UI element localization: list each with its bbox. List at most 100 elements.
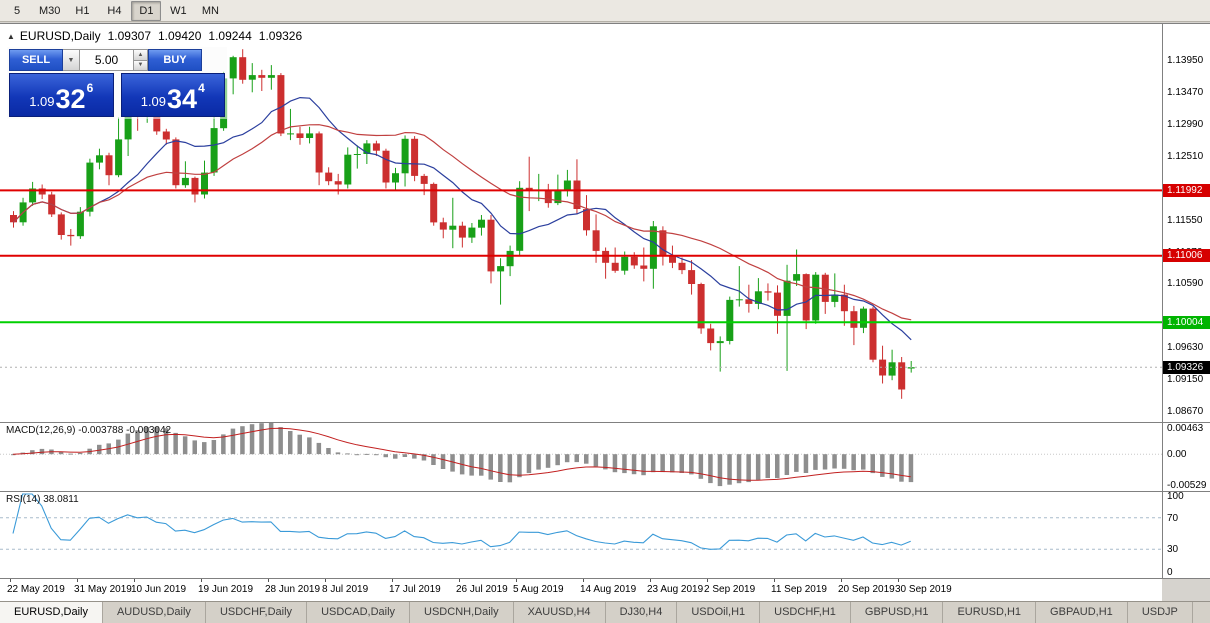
time-axis-label: 11 Sep 2019: [771, 584, 827, 595]
price-axis-label: 1.13950: [1167, 55, 1204, 67]
time-axis-label: 2 Sep 2019: [704, 584, 756, 595]
time-axis-tick: [898, 579, 899, 582]
volume-input[interactable]: [80, 49, 134, 71]
macd-chart[interactable]: [0, 422, 1162, 491]
chart-tab-gbpaud-h1[interactable]: GBPAUD,H1: [1036, 602, 1128, 623]
time-axis-tick: [201, 579, 202, 582]
ask-price-big: 34: [167, 84, 198, 114]
chart-title: ▲ EURUSD,Daily 1.09307 1.09420 1.09244 1…: [7, 29, 302, 43]
chart-tab-eurusd-h1[interactable]: EURUSD,H1: [943, 602, 1037, 623]
price-axis-label: 1.13470: [1167, 87, 1204, 99]
macd-axis-label: -0.00529: [1167, 480, 1207, 491]
buy-button[interactable]: BUY: [148, 49, 202, 71]
ask-price-sup: 4: [198, 81, 205, 95]
timeframe-button-h4[interactable]: H4: [107, 4, 122, 17]
bid-price-base: 1.09: [29, 94, 55, 109]
separator: [0, 23, 1210, 24]
chart-tabs-bar: EURUSD,Daily AUDUSD,Daily USDCHF,Daily USDC…: [0, 601, 1210, 623]
price-chart-panel[interactable]: ▲ EURUSD,Daily 1.09307 1.09420 1.09244 1…: [0, 24, 1162, 422]
chart-tab-usdcnh-daily[interactable]: USDCNH,Daily: [410, 602, 514, 623]
time-axis-tick: [774, 579, 775, 582]
timeframe-button-w1[interactable]: W1: [170, 4, 187, 17]
chart-tab-dj30-h4[interactable]: DJ30,H4: [606, 602, 678, 623]
sell-price-button[interactable]: 1.09 32 6: [9, 73, 114, 117]
timeframe-button-h1[interactable]: H1: [75, 4, 90, 17]
price-level-label: 1.11992: [1163, 183, 1210, 197]
chart-high-value: 1.09420: [158, 29, 202, 43]
chart-tab-xauusd-h4[interactable]: XAUUSD,H4: [514, 602, 606, 623]
time-axis-label: 20 Sep 2019: [838, 584, 895, 595]
time-axis-label: 5 Aug 2019: [513, 584, 564, 595]
time-axis-tick: [459, 579, 460, 582]
chart-tab-usdcad-daily[interactable]: USDCAD,Daily: [307, 602, 411, 623]
rsi-axis-label: 100: [1167, 491, 1184, 502]
price-axis[interactable]: 1.13950 1.13470 1.12990 1.12510 1.11550 1.110…: [1162, 24, 1210, 578]
time-axis-label: 14 Aug 2019: [580, 584, 637, 595]
timeframe-button-mn[interactable]: MN: [201, 4, 219, 17]
chart-tab-usdoil-h1[interactable]: USDOil,H1: [677, 602, 761, 623]
one-click-toggle-icon[interactable]: ▲: [7, 31, 15, 41]
chart-tab-eurusd-daily[interactable]: EURUSD,Daily: [0, 602, 103, 623]
ma-slow-line: [13, 124, 912, 321]
price-axis-label: 1.12510: [1167, 151, 1204, 162]
separator: [0, 578, 1210, 579]
time-axis-tick: [77, 579, 78, 582]
time-axis-tick: [583, 579, 584, 582]
time-axis-label: 10 Jun 2019: [131, 584, 187, 595]
chart-tab-gbpusd-h1[interactable]: GBPUSD,H1: [851, 602, 944, 623]
separator: [0, 422, 1210, 423]
macd-label: MACD(12,26,9) -0.003788 -0.003042: [6, 425, 172, 436]
bid-price-sup: 6: [86, 81, 94, 95]
timeframe-button-5[interactable]: 5: [13, 4, 21, 17]
price-axis-label: 1.12990: [1167, 119, 1204, 131]
sell-button[interactable]: SELL: [9, 49, 63, 71]
time-axis-tick: [516, 579, 517, 582]
chart-tab-usdjp[interactable]: USDJP: [1128, 602, 1193, 623]
time-axis-label: 30 Sep 2019: [895, 584, 952, 595]
macd-signal-line: [12, 427, 911, 481]
time-axis-label: 8 Jul 2019: [322, 584, 369, 595]
price-axis-label: 1.10590: [1167, 278, 1204, 290]
chart-tab-usdchf-daily[interactable]: USDCHF,Daily: [206, 602, 308, 623]
buy-price-button[interactable]: 1.09 34 4: [120, 73, 225, 117]
time-axis-label: 22 May 2019: [7, 584, 65, 595]
macd-axis-label: 0.00: [1167, 449, 1187, 461]
price-level-label: 1.10004: [1163, 315, 1210, 329]
rsi-chart[interactable]: [0, 491, 1162, 578]
price-level-label: 1.11006: [1163, 249, 1210, 263]
chart-symbol-label: EURUSD,Daily: [19, 29, 101, 43]
chart-close-value: 1.09326: [258, 29, 303, 43]
chart-open-value: 1.09307: [107, 29, 151, 43]
ma-fast-line: [13, 96, 912, 341]
rsi-line: [12, 493, 911, 550]
macd-axis-label: 0.00463: [1167, 423, 1204, 434]
volume-up-button[interactable]: ▲: [134, 49, 148, 61]
time-axis-label: 23 Aug 2019: [647, 584, 704, 595]
rsi-axis-label: 0: [1167, 567, 1173, 578]
time-axis[interactable]: 22 May 2019 31 May 2019 10 Jun 2019 19 Jun …: [0, 579, 1162, 601]
price-axis-label: 1.11550: [1167, 214, 1203, 226]
time-axis-label: 28 Jun 2019: [265, 584, 321, 595]
price-axis-label: 1.09150: [1167, 373, 1204, 385]
ask-price-base: 1.09: [140, 94, 167, 109]
rsi-axis-label: 70: [1167, 512, 1179, 524]
time-axis-tick: [650, 579, 651, 582]
timeframe-button-m30[interactable]: M30: [39, 4, 61, 17]
volume-dropdown-button[interactable]: ▼: [63, 49, 80, 71]
chart-tab-usdchf-h1[interactable]: USDCHF,H1: [760, 602, 851, 623]
time-axis-label: 17 Jul 2019: [389, 584, 441, 595]
time-axis-tick: [134, 579, 135, 582]
timeframe-button-d1[interactable]: D1: [131, 0, 162, 21]
chevron-down-icon: ▼: [67, 56, 75, 64]
time-axis-tick: [841, 579, 842, 582]
time-axis-tick: [392, 579, 393, 582]
chart-tab-audusd-daily[interactable]: AUDUSD,Daily: [103, 602, 206, 623]
time-axis-label: 31 May 2019: [74, 584, 132, 595]
macd-panel[interactable]: MACD(12,26,9) -0.003788 -0.003042: [0, 422, 1162, 491]
rsi-panel[interactable]: RSI(14) 38.0811: [0, 491, 1162, 578]
price-axis-label: 1.08670: [1167, 405, 1204, 417]
price-level-label: 1.09326: [1163, 360, 1210, 374]
chart-low-value: 1.09244: [208, 29, 252, 43]
volume-down-button[interactable]: ▼: [134, 60, 148, 71]
